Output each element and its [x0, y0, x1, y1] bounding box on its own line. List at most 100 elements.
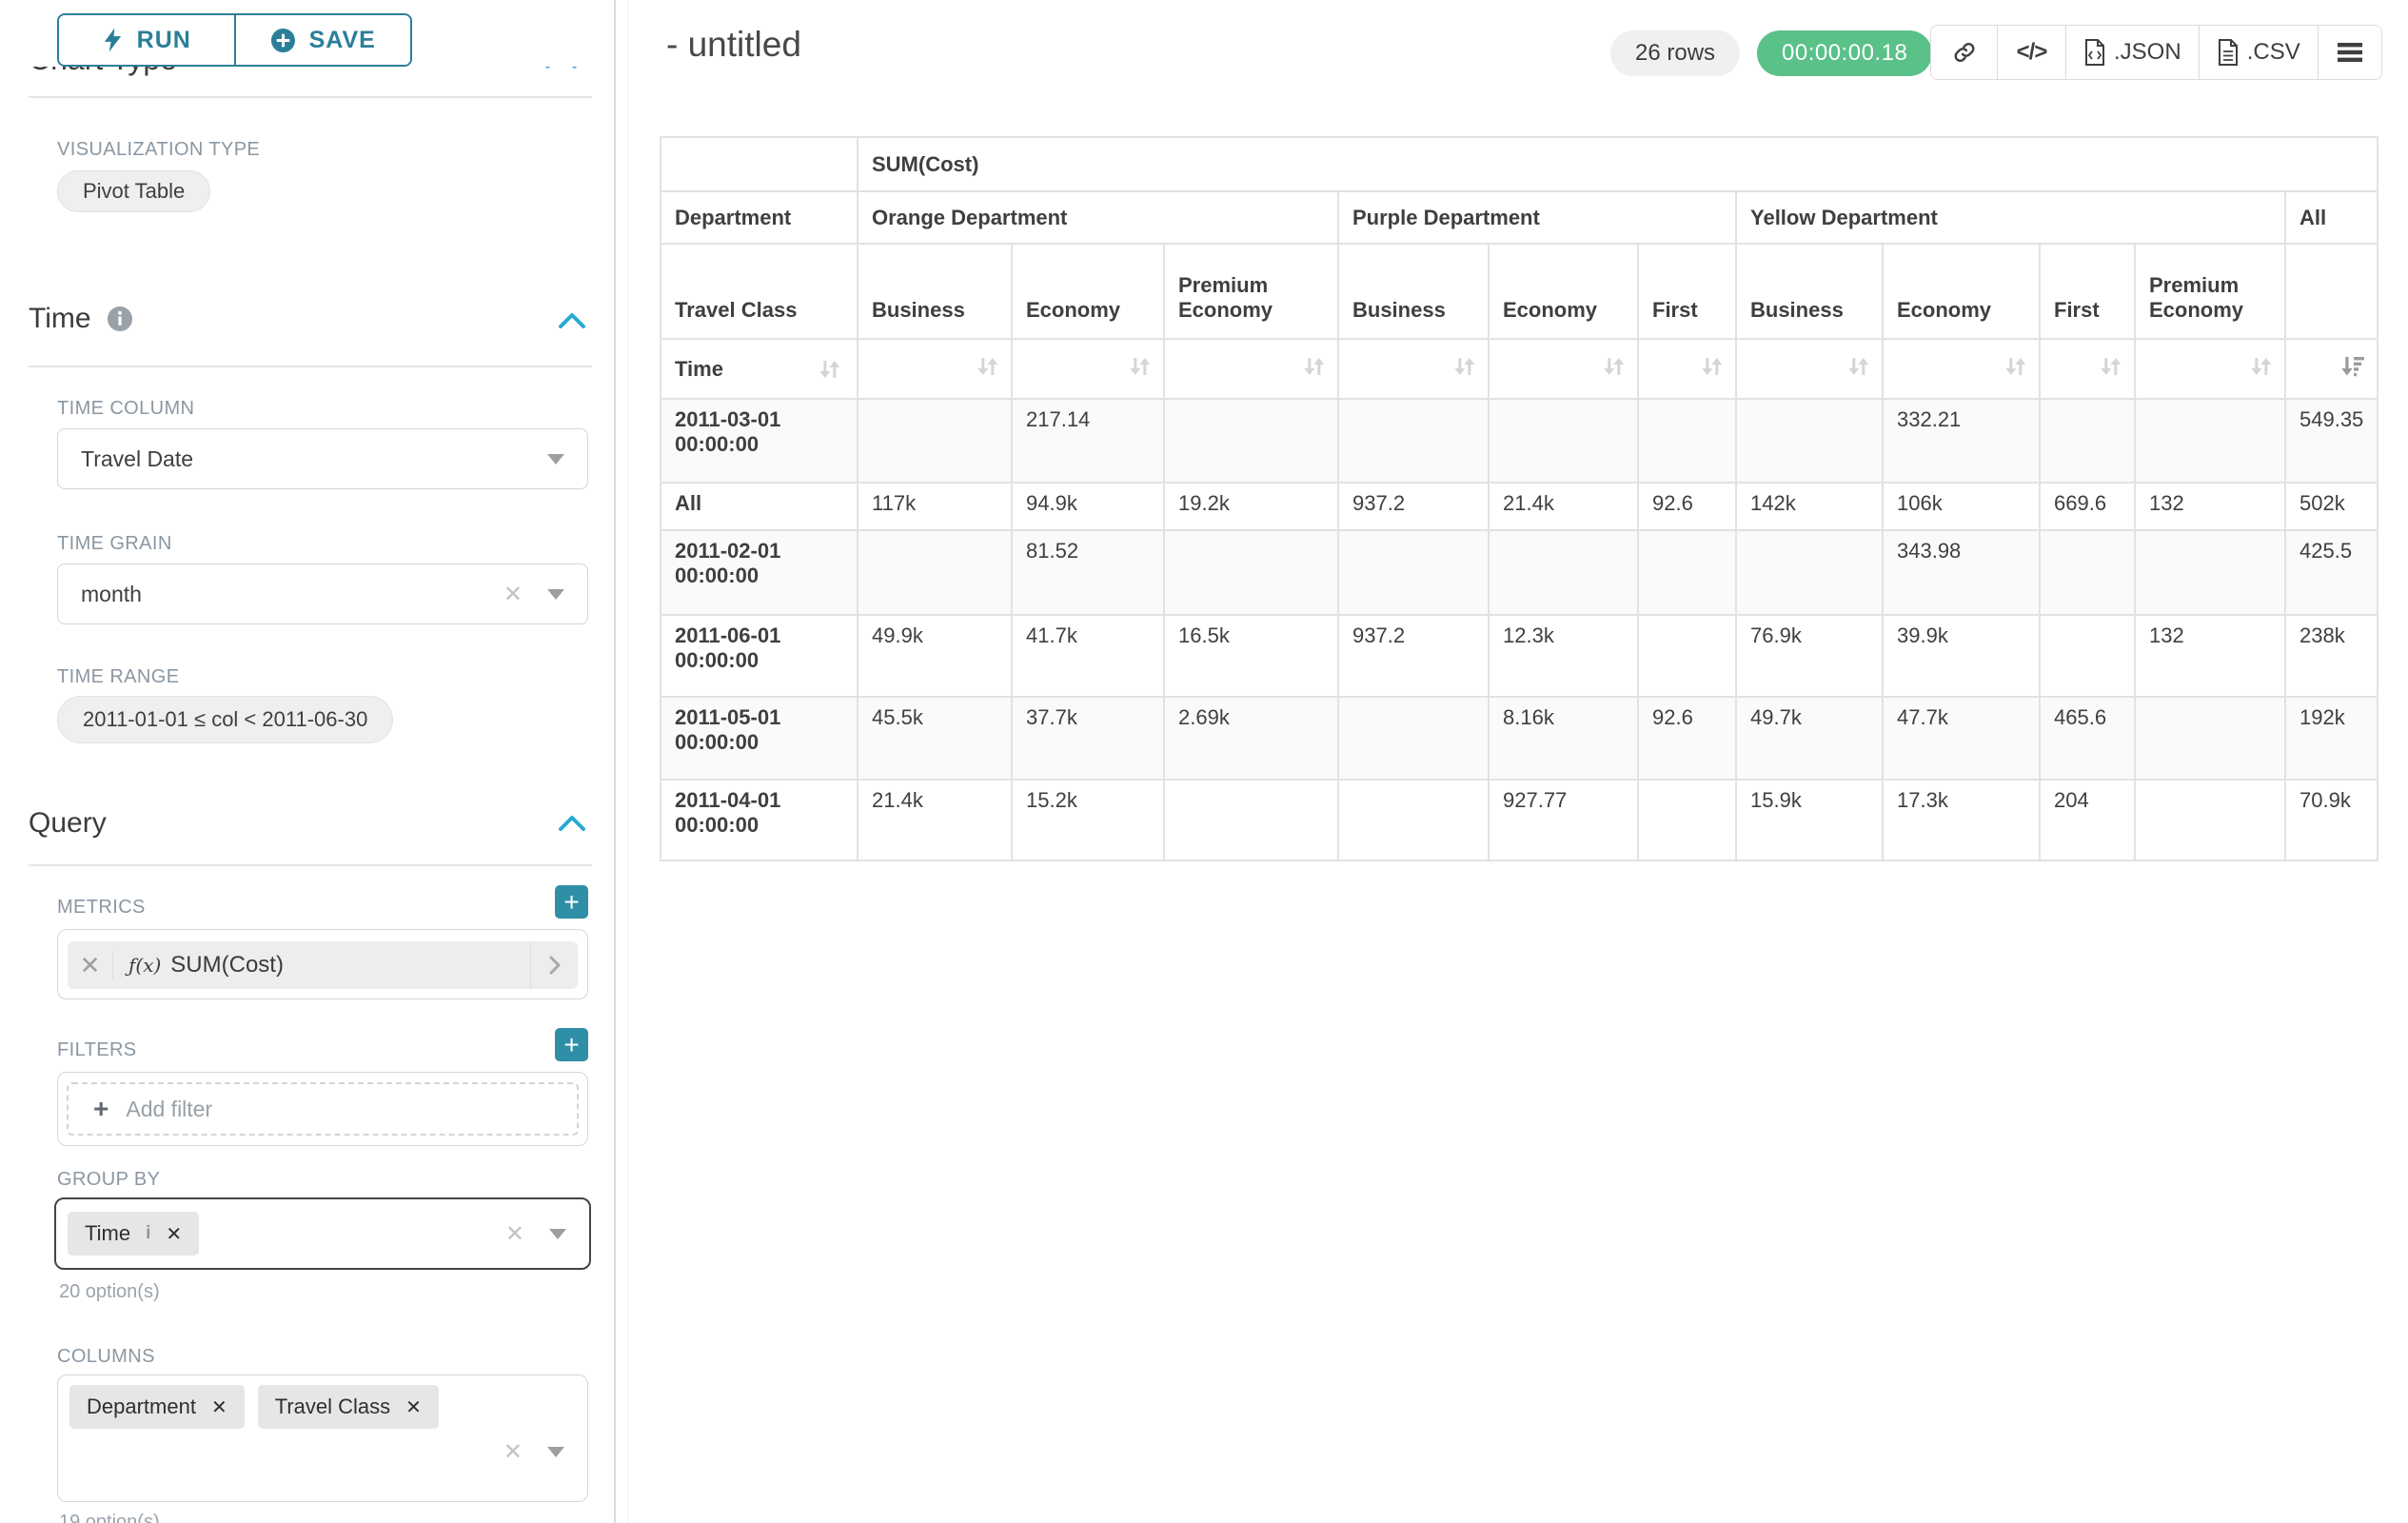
- pivot-value-cell: 21.4k: [1488, 482, 1639, 531]
- chevron-down-icon[interactable]: [547, 1447, 564, 1457]
- function-icon: ƒ(x): [128, 954, 162, 977]
- metric-expand-chevron-icon[interactable]: [530, 941, 578, 989]
- pivot-value-cell: [1488, 398, 1639, 484]
- query-timer-badge: 00:00:00.18: [1757, 30, 1933, 76]
- pivot-row-label: 2011-04-01 00:00:00: [660, 779, 859, 861]
- pivot-value-cell: [1637, 529, 1737, 616]
- time-section-collapse-chevron-icon[interactable]: [557, 311, 587, 330]
- pivot-value-cell: 132: [2134, 482, 2286, 531]
- pivot-sort-column[interactable]: [1882, 338, 2041, 400]
- export-json-label: .JSON: [2114, 39, 2181, 65]
- time-section-title: Time: [29, 303, 91, 334]
- pivot-value-cell: 47.7k: [1882, 696, 2041, 781]
- action-bar: RUN SAVE: [0, 0, 614, 67]
- pivot-value-cell: 70.9k: [2283, 779, 2379, 861]
- pivot-value-cell: [2134, 398, 2286, 484]
- control-panel-sidebar: Chart Type RUN SAVE: [0, 0, 615, 1523]
- selected-option-chip[interactable]: Department ✕: [69, 1385, 245, 1429]
- pivot-value-cell: [1637, 398, 1737, 484]
- selected-option-chip[interactable]: Travel Class ✕: [257, 1385, 439, 1429]
- pivot-travel-class-header: Economy: [1488, 243, 1639, 340]
- clear-icon[interactable]: ✕: [503, 1439, 523, 1465]
- add-filter-label: Add filter: [126, 1096, 213, 1121]
- pivot-value-cell: 76.9k: [1735, 614, 1884, 698]
- pivot-value-cell: 45.5k: [857, 696, 1013, 781]
- chart-title[interactable]: - untitled: [666, 25, 801, 64]
- time-column-label: TIME COLUMN: [57, 398, 195, 419]
- chevron-down-icon[interactable]: [547, 453, 564, 465]
- pivot-sort-column[interactable]: [1637, 338, 1737, 400]
- group-by-select[interactable]: Time i ✕ ✕: [54, 1197, 591, 1270]
- pivot-travel-class-header: Business: [1735, 243, 1884, 340]
- time-range-label: TIME RANGE: [57, 666, 180, 687]
- pivot-sort-column[interactable]: [857, 338, 1013, 400]
- pivot-travel-class-header: Economy: [1011, 243, 1165, 340]
- export-button-group: </> .JSON .CSV: [1930, 25, 2382, 80]
- panel-divider[interactable]: [614, 0, 616, 1523]
- add-metric-button[interactable]: +: [555, 885, 588, 919]
- time-range-chip[interactable]: 2011-01-01 ≤ col < 2011-06-30: [57, 696, 394, 743]
- pivot-sort-column[interactable]: [1163, 338, 1339, 400]
- pivot-sort-column[interactable]: [1011, 338, 1165, 400]
- remove-chip-icon[interactable]: ✕: [166, 1223, 183, 1245]
- chevron-down-icon[interactable]: [549, 1228, 566, 1239]
- save-button[interactable]: SAVE: [235, 15, 410, 65]
- pivot-value-cell: 37.7k: [1011, 696, 1165, 781]
- pivot-value-cell: 549.35: [2283, 398, 2379, 484]
- add-filter-button[interactable]: + Add filter: [67, 1082, 579, 1136]
- file-text-icon: [2218, 39, 2238, 66]
- time-grain-select[interactable]: month ✕: [57, 564, 588, 624]
- pivot-sort-column[interactable]: [1735, 338, 1884, 400]
- export-json-button[interactable]: .JSON: [2066, 26, 2200, 79]
- pivot-department-group-header: Yellow Department: [1735, 190, 2286, 245]
- pivot-data-row: 2011-06-01 00:00:00 49.9k 41.7k 16.5k 937.2 1…: [660, 614, 2379, 698]
- pivot-value-cell: 15.2k: [1011, 779, 1165, 861]
- remove-metric-icon[interactable]: ✕: [68, 950, 113, 980]
- add-filter-plus-button[interactable]: +: [555, 1028, 588, 1061]
- hamburger-menu-icon: [2337, 43, 2362, 62]
- time-column-select[interactable]: Travel Date: [57, 428, 588, 489]
- pivot-sort-column[interactable]: [2039, 338, 2136, 400]
- more-menu-button[interactable]: [2318, 26, 2381, 79]
- pivot-value-cell: 465.6: [2039, 696, 2136, 781]
- pivot-sort-all-desc[interactable]: [2283, 338, 2379, 400]
- pivot-value-cell: 49.7k: [1735, 696, 1884, 781]
- export-csv-button[interactable]: .CSV: [2199, 26, 2319, 79]
- filters-control: + Add filter: [57, 1072, 588, 1146]
- clear-icon[interactable]: ✕: [503, 581, 523, 607]
- pivot-sort-column[interactable]: [1488, 338, 1639, 400]
- clear-icon[interactable]: ✕: [504, 1220, 524, 1247]
- pivot-value-cell: 16.5k: [1163, 614, 1339, 698]
- query-section-collapse-chevron-icon[interactable]: [557, 814, 587, 833]
- pivot-travel-class-header: Premium Economy: [2134, 243, 2286, 340]
- columns-select[interactable]: Department ✕ Travel Class ✕ ✕: [57, 1375, 588, 1502]
- visualization-type-label: VISUALIZATION TYPE: [57, 139, 261, 160]
- view-query-button[interactable]: </>: [1998, 26, 2066, 79]
- pivot-sort-column[interactable]: [1337, 338, 1490, 400]
- pivot-sort-column[interactable]: [2134, 338, 2286, 400]
- pivot-value-cell: 142k: [1735, 482, 1884, 531]
- pivot-value-cell: [2134, 529, 2286, 616]
- code-icon: </>: [2016, 39, 2048, 65]
- pivot-travel-class-header: First: [2039, 243, 2136, 340]
- chevron-down-icon[interactable]: [547, 588, 564, 600]
- metric-chip[interactable]: ✕ ƒ(x) SUM(Cost): [68, 941, 578, 989]
- section-divider: [29, 366, 592, 367]
- visualization-type-chip[interactable]: Pivot Table: [57, 170, 211, 212]
- pivot-value-cell: [857, 398, 1013, 484]
- filters-label: FILTERS: [57, 1039, 137, 1060]
- remove-chip-icon[interactable]: ✕: [405, 1396, 422, 1418]
- selected-option-chip[interactable]: Time i ✕: [68, 1212, 200, 1256]
- run-button[interactable]: RUN: [59, 15, 236, 65]
- export-csv-label: .CSV: [2246, 39, 2300, 65]
- pivot-value-cell: [1637, 614, 1737, 698]
- remove-chip-icon[interactable]: ✕: [210, 1396, 227, 1418]
- pivot-department-group-header: Purple Department: [1337, 190, 1737, 245]
- pivot-table-container: SUM(Cost) Department Orange Department Purp…: [660, 136, 2379, 861]
- pivot-travel-class-header: Business: [1337, 243, 1490, 340]
- metrics-control: ✕ ƒ(x) SUM(Cost): [57, 929, 588, 999]
- pivot-sort-time[interactable]: Time: [660, 338, 859, 400]
- columns-options-note: 19 option(s): [59, 1512, 160, 1523]
- copy-link-button[interactable]: [1931, 26, 1998, 79]
- pivot-value-cell: [2134, 779, 2286, 861]
